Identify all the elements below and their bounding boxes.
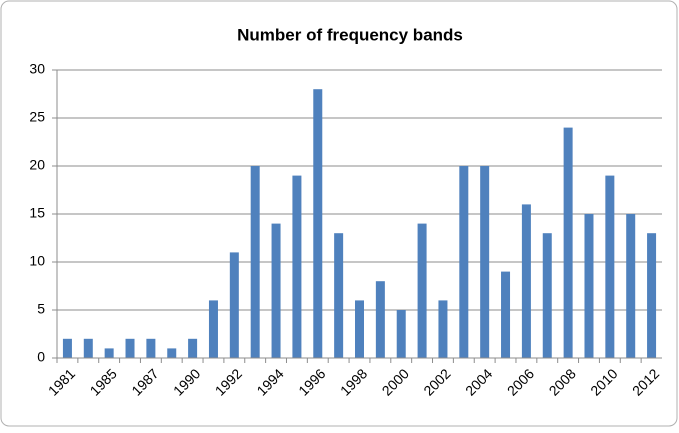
bar bbox=[563, 127, 573, 358]
bar bbox=[417, 223, 427, 358]
bar bbox=[292, 175, 302, 358]
bar bbox=[501, 271, 511, 358]
bar bbox=[188, 338, 198, 358]
bar bbox=[146, 338, 156, 358]
bar bbox=[104, 348, 114, 358]
bar bbox=[605, 175, 615, 358]
bar bbox=[396, 310, 406, 358]
bar bbox=[584, 214, 594, 358]
bar bbox=[542, 233, 552, 358]
bar bbox=[480, 166, 490, 358]
bar bbox=[647, 233, 657, 358]
bar bbox=[313, 89, 323, 358]
bar bbox=[208, 300, 218, 358]
bar bbox=[626, 214, 636, 358]
y-tick-label: 30 bbox=[29, 61, 45, 77]
bar bbox=[83, 338, 93, 358]
bar bbox=[334, 233, 344, 358]
bar bbox=[250, 166, 260, 358]
bar bbox=[438, 300, 448, 358]
y-tick-label: 15 bbox=[29, 205, 45, 221]
chart-title: Number of frequency bands bbox=[237, 25, 463, 44]
y-tick-label: 10 bbox=[29, 253, 45, 269]
bar bbox=[167, 348, 177, 358]
y-tick-label: 0 bbox=[37, 349, 45, 365]
y-tick-label: 25 bbox=[29, 109, 45, 125]
bar bbox=[355, 300, 364, 358]
bar bbox=[125, 338, 135, 358]
y-tick-label: 5 bbox=[37, 301, 45, 317]
bar bbox=[229, 252, 239, 358]
bar bbox=[62, 338, 72, 358]
bar bbox=[521, 204, 531, 358]
bar bbox=[271, 223, 281, 358]
y-tick-label: 20 bbox=[29, 157, 45, 173]
bar bbox=[375, 281, 385, 358]
bar bbox=[459, 166, 469, 358]
